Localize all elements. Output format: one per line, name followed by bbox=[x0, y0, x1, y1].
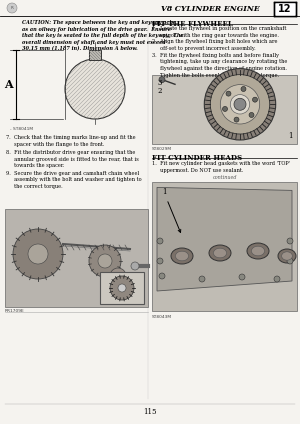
Circle shape bbox=[65, 59, 125, 119]
Bar bbox=[276, 3, 294, 15]
Ellipse shape bbox=[247, 243, 269, 259]
Circle shape bbox=[157, 238, 163, 244]
Circle shape bbox=[287, 258, 293, 264]
Circle shape bbox=[110, 268, 126, 284]
Text: 1.  Locate the flywheel in position on the crankshaft
     spigot, with the ring: 1. Locate the flywheel in position on th… bbox=[152, 26, 286, 38]
Text: A: A bbox=[4, 79, 12, 90]
Circle shape bbox=[159, 77, 165, 83]
Text: 3.  Fit the flywheel fixing bolts and before finally
     tightening, take up an: 3. Fit the flywheel fixing bolts and bef… bbox=[152, 53, 287, 78]
Bar bbox=[89, 50, 101, 60]
Circle shape bbox=[118, 284, 126, 292]
Ellipse shape bbox=[278, 249, 296, 263]
Bar bbox=[100, 272, 144, 304]
Text: - ST8041M: - ST8041M bbox=[10, 127, 33, 131]
Circle shape bbox=[28, 244, 48, 264]
Text: 3: 3 bbox=[157, 78, 161, 86]
Circle shape bbox=[7, 3, 17, 13]
Ellipse shape bbox=[213, 248, 226, 258]
Circle shape bbox=[157, 258, 163, 264]
Circle shape bbox=[287, 238, 293, 244]
Circle shape bbox=[89, 245, 121, 277]
Text: RR1709E: RR1709E bbox=[5, 309, 25, 313]
Text: continued: continued bbox=[213, 176, 237, 180]
Bar bbox=[152, 182, 297, 311]
Text: V8 CYLINDER ENGINE: V8 CYLINDER ENGINE bbox=[160, 5, 260, 13]
Bar bbox=[5, 209, 148, 307]
Text: 115: 115 bbox=[143, 408, 157, 416]
Circle shape bbox=[204, 69, 276, 140]
Text: 9.  Secure the drive gear and camshaft chain wheel
     assembly with the bolt a: 9. Secure the drive gear and camshaft ch… bbox=[6, 170, 142, 189]
Text: CAUTION: The space between the key and keyway acts
as an oilway for lubrication : CAUTION: The space between the key and k… bbox=[22, 20, 184, 52]
Text: 2.  Align the flywheel fixing bolt holes which are
     off-set to prevent incor: 2. Align the flywheel fixing bolt holes … bbox=[152, 39, 278, 51]
Text: FIT THE FLYWHEEL: FIT THE FLYWHEEL bbox=[152, 20, 233, 28]
Circle shape bbox=[131, 262, 139, 270]
Text: 1.  Fit new cylinder head gaskets with the word 'TOP'
     uppermost. Do NOT use: 1. Fit new cylinder head gaskets with th… bbox=[152, 161, 290, 173]
Ellipse shape bbox=[171, 248, 193, 264]
Text: 1: 1 bbox=[162, 188, 181, 232]
Circle shape bbox=[274, 276, 280, 282]
Text: 2: 2 bbox=[157, 86, 161, 95]
Ellipse shape bbox=[282, 252, 292, 260]
Text: R: R bbox=[11, 6, 14, 10]
Circle shape bbox=[226, 91, 231, 96]
Circle shape bbox=[199, 276, 205, 282]
Circle shape bbox=[159, 273, 165, 279]
Ellipse shape bbox=[251, 246, 265, 256]
Circle shape bbox=[220, 85, 260, 124]
Text: ST8043M: ST8043M bbox=[152, 315, 172, 319]
Circle shape bbox=[241, 86, 246, 92]
Text: 8.  Fit the distributor drive gear ensuring that the
     annular grooved side i: 8. Fit the distributor drive gear ensuri… bbox=[6, 150, 139, 168]
Circle shape bbox=[234, 117, 239, 122]
Circle shape bbox=[239, 274, 245, 280]
Circle shape bbox=[98, 254, 112, 268]
Circle shape bbox=[223, 106, 227, 112]
Circle shape bbox=[234, 98, 246, 110]
Text: 1: 1 bbox=[289, 132, 293, 140]
Circle shape bbox=[230, 95, 250, 114]
Text: ST8029M: ST8029M bbox=[152, 147, 172, 151]
FancyBboxPatch shape bbox=[274, 2, 296, 16]
Ellipse shape bbox=[209, 245, 231, 261]
Text: 12: 12 bbox=[278, 4, 292, 14]
Circle shape bbox=[13, 229, 63, 279]
Circle shape bbox=[210, 75, 270, 134]
Text: FIT CYLINDER HEADS: FIT CYLINDER HEADS bbox=[152, 154, 242, 162]
Polygon shape bbox=[157, 187, 292, 291]
Bar bbox=[152, 75, 297, 144]
Circle shape bbox=[253, 97, 257, 102]
Circle shape bbox=[249, 112, 254, 117]
Text: 7.  Check that the timing marks line-up and fit the
     spacer with the flange : 7. Check that the timing marks line-up a… bbox=[6, 135, 136, 147]
Circle shape bbox=[110, 276, 134, 300]
Ellipse shape bbox=[176, 251, 189, 261]
